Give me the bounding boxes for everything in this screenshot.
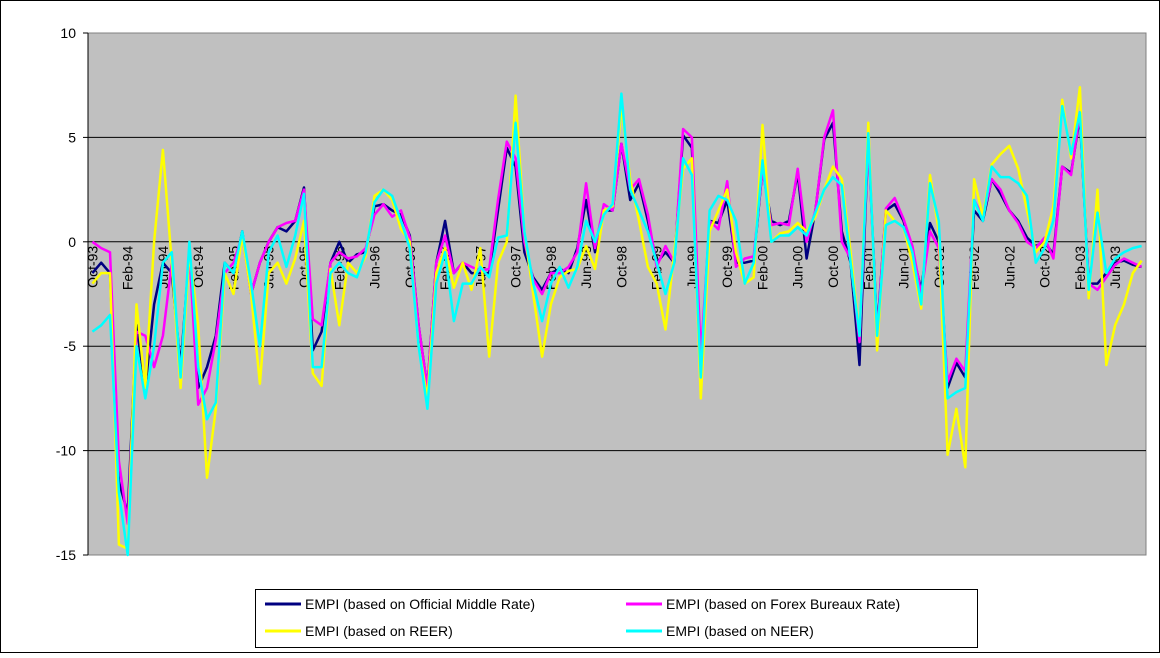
legend-label: EMPI (based on Official Middle Rate) — [305, 596, 535, 612]
y-tick-label: -5 — [64, 338, 77, 354]
x-tick-label: Oct-00 — [825, 246, 841, 288]
x-tick-label: Oct-97 — [508, 246, 524, 288]
x-tick-label: Feb-02 — [966, 246, 982, 291]
x-tick-label: Oct-98 — [613, 246, 629, 288]
x-tick-label: Feb-00 — [754, 246, 770, 291]
y-tick-label: -15 — [56, 547, 76, 563]
x-tick-label: Feb-94 — [120, 246, 136, 291]
x-tick-label: Feb-03 — [1072, 246, 1088, 291]
y-tick-label: 10 — [60, 25, 76, 41]
legend-label: EMPI (based on REER) — [305, 623, 453, 639]
x-tick-label: Jun-96 — [367, 246, 383, 289]
legend — [255, 589, 978, 648]
x-tick-label: Jun-00 — [790, 246, 806, 289]
legend-items: EMPI (based on Official Middle Rate) EMPI… — [265, 596, 900, 639]
x-tick-label: Jun-02 — [1001, 246, 1017, 289]
x-tick-label: Oct-94 — [190, 246, 206, 288]
legend-label: EMPI (based on Forex Bureaux Rate) — [666, 596, 900, 612]
x-tick-label: Jun-95 — [261, 246, 277, 289]
y-tick-label: 0 — [68, 234, 76, 250]
x-tick-label: Jun-01 — [896, 246, 912, 289]
legend-label: EMPI (based on NEER) — [666, 623, 814, 639]
y-tick-label: 5 — [68, 129, 76, 145]
lines — [91, 86, 1143, 557]
y-tick-label: -10 — [56, 443, 76, 459]
series-line — [91, 92, 1142, 557]
x-tick-label: Oct-99 — [719, 246, 735, 288]
plot-area — [87, 32, 1147, 556]
